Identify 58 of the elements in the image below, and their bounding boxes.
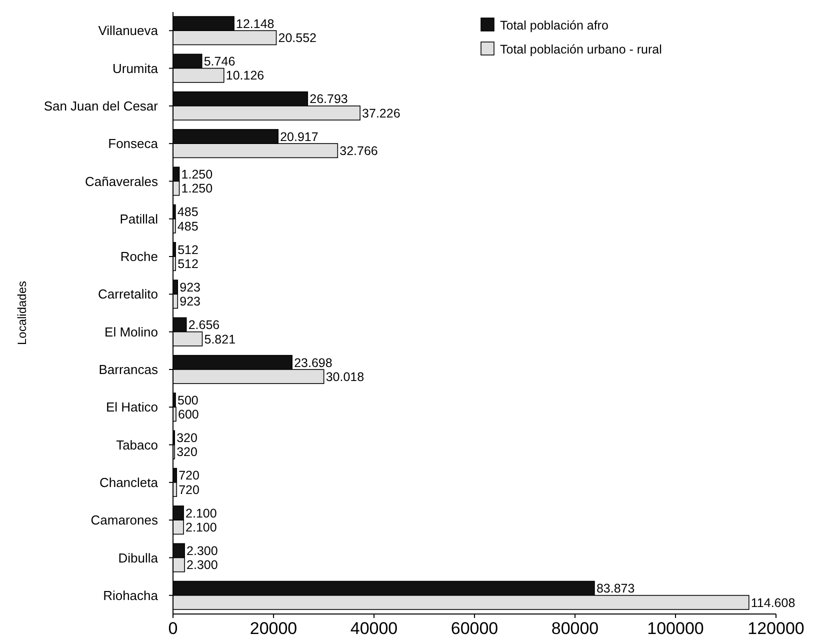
x-tick-label: 80000 [551, 619, 599, 638]
data-label: 23.698 [294, 356, 332, 370]
data-label: 20.917 [280, 130, 318, 144]
data-label: 37.226 [362, 106, 400, 120]
y-tick-label: Fonseca [108, 136, 159, 152]
data-label: 114.608 [750, 596, 796, 610]
data-label: 320 [176, 431, 198, 446]
data-label: 2.300 [186, 544, 218, 558]
data-label: 500 [178, 393, 198, 408]
data-label: 512 [178, 256, 198, 271]
legend-label: Total población urbano - rural [500, 42, 662, 56]
y-tick-label: Roche [120, 249, 158, 264]
data-label: 600 [178, 408, 199, 422]
x-tick-label: 20000 [250, 619, 298, 638]
y-tick-label: Chancleta [99, 474, 159, 490]
data-label: 5.746 [204, 54, 236, 69]
data-label: 26.793 [310, 92, 348, 106]
y-tick-label: Villanueva [98, 23, 159, 38]
data-label: 2.300 [186, 558, 218, 572]
data-label: 320 [176, 445, 198, 460]
data-label: 512 [178, 242, 198, 257]
y-axis-title: Localidades [15, 280, 29, 346]
y-tick-label: El Hatico [106, 400, 158, 415]
y-tick-label: Barrancas [98, 362, 158, 378]
data-label: 30.018 [326, 370, 364, 384]
data-label: 2.100 [186, 506, 217, 520]
data-label: 10.126 [226, 68, 264, 83]
y-tick-label: Tabaco [116, 437, 158, 452]
data-label: 923 [180, 294, 201, 309]
y-tick-label: Urumita [112, 60, 159, 76]
x-tick-label: 120000 [748, 619, 804, 638]
data-label: 12.148 [236, 16, 274, 31]
data-label: 1.250 [181, 182, 213, 196]
data-label: 720 [178, 482, 200, 497]
legend-label: Total población afro [500, 18, 608, 32]
y-tick-label: Riohacha [103, 588, 159, 603]
x-tick-label: 60000 [450, 619, 498, 638]
data-label: 2.656 [188, 318, 220, 332]
data-label: 20.552 [278, 31, 317, 46]
y-tick-label: Dibulla [118, 550, 159, 566]
x-tick-label: 100000 [647, 619, 704, 638]
data-label: 485 [177, 219, 198, 234]
y-tick-label: Carretalito [98, 286, 158, 302]
data-label: 1.250 [181, 168, 213, 182]
data-label: 32.766 [340, 144, 378, 158]
data-label: 720 [178, 468, 200, 483]
data-label: 485 [177, 205, 198, 220]
y-tick-label: El Molino [104, 324, 158, 340]
y-tick-label: Cañaverales [85, 174, 158, 189]
data-label: 83.873 [596, 582, 635, 596]
data-label: 2.100 [186, 520, 217, 534]
x-tick-label: 0 [168, 619, 178, 638]
y-tick-label: Patillal [120, 211, 158, 226]
data-label: 5.821 [204, 332, 236, 346]
x-tick-label: 40000 [350, 619, 398, 638]
y-tick-label: Camarones [90, 512, 158, 528]
data-label: 923 [180, 280, 201, 294]
y-tick-label: San Juan del Cesar [44, 98, 159, 114]
